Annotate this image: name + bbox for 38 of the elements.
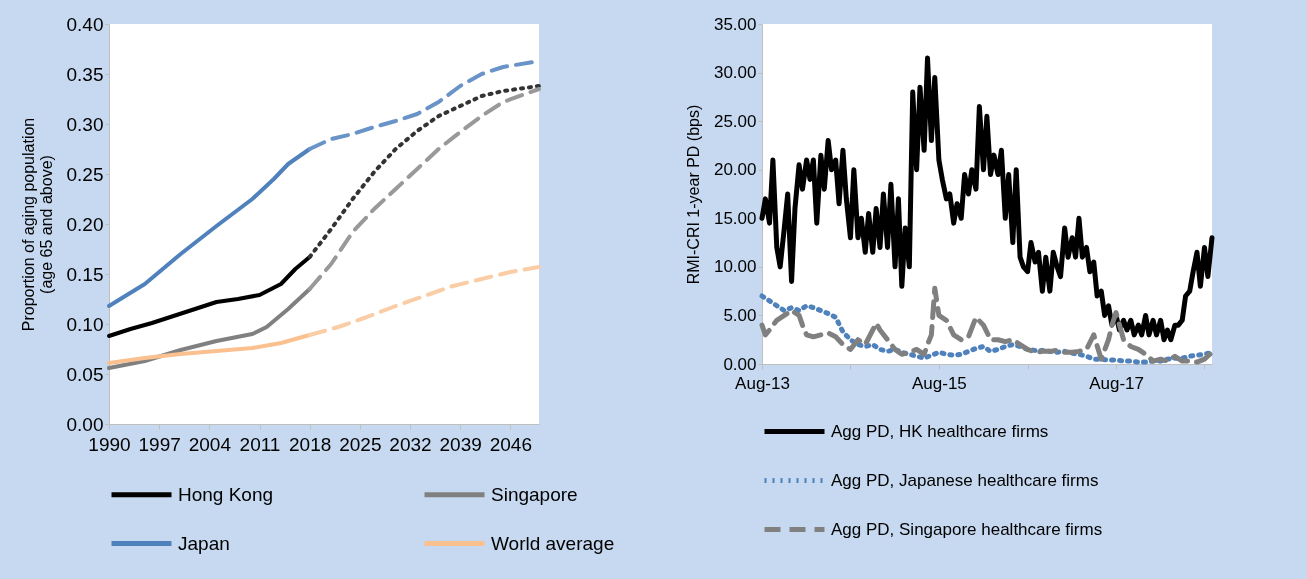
x-tick-label: 2032 xyxy=(389,433,432,455)
y-tick-label: 0.05 xyxy=(66,363,104,385)
y-tick-label: 10.00 xyxy=(713,257,757,277)
x-tick-label: 2011 xyxy=(239,433,281,455)
y-tick-label: 0.15 xyxy=(66,263,104,285)
y-tick-label: 0.30 xyxy=(66,113,104,135)
x-tick-label: Aug-17 xyxy=(1089,373,1144,393)
x-tick-label: 2039 xyxy=(439,433,482,455)
y-axis-title: Proportion of aging population (age 65 and above) xyxy=(19,117,55,332)
legend-label: Agg PD, Singapore healthcare firms xyxy=(831,519,1103,539)
y-tick-label: 35.00 xyxy=(713,14,757,34)
y-tick-label: 0.25 xyxy=(66,163,104,185)
legend-label: Japan xyxy=(178,532,230,554)
y-axis-title: RMI-CRI 1-year PD (bps) xyxy=(684,104,702,285)
x-tick-label: 2046 xyxy=(489,433,532,455)
y-tick-label: 0.00 xyxy=(66,413,104,435)
x-tick-label: Aug-15 xyxy=(911,373,967,393)
y-tick-label: 20.00 xyxy=(713,160,757,180)
y-tick-label: 5.00 xyxy=(723,305,757,325)
x-tick-label: 1990 xyxy=(88,433,131,455)
y-tick-label: 25.00 xyxy=(713,111,757,131)
legend-label: Agg PD, Japanese healthcare firms xyxy=(831,470,1099,490)
y-tick-label: 0.10 xyxy=(66,313,104,335)
x-tick-label: 1997 xyxy=(138,433,181,455)
legend-label: Hong Kong xyxy=(178,483,274,505)
y-tick-label: 30.00 xyxy=(713,63,757,83)
legend-label: Agg PD, HK healthcare firms xyxy=(831,421,1049,441)
y-tick-label: 0.00 xyxy=(723,354,757,374)
legend-label: World average xyxy=(491,532,615,554)
y-tick-label: 15.00 xyxy=(713,208,757,228)
x-tick-label: 2004 xyxy=(188,433,232,455)
y-tick-label: 0.40 xyxy=(66,13,104,35)
x-tick-label: 2025 xyxy=(339,433,382,455)
x-tick-label: Aug-13 xyxy=(735,373,790,393)
y-tick-label: 0.20 xyxy=(66,213,104,235)
legend-label: Singapore xyxy=(491,483,578,505)
y-tick-label: 0.35 xyxy=(66,63,104,85)
x-tick-label: 2018 xyxy=(289,433,332,455)
